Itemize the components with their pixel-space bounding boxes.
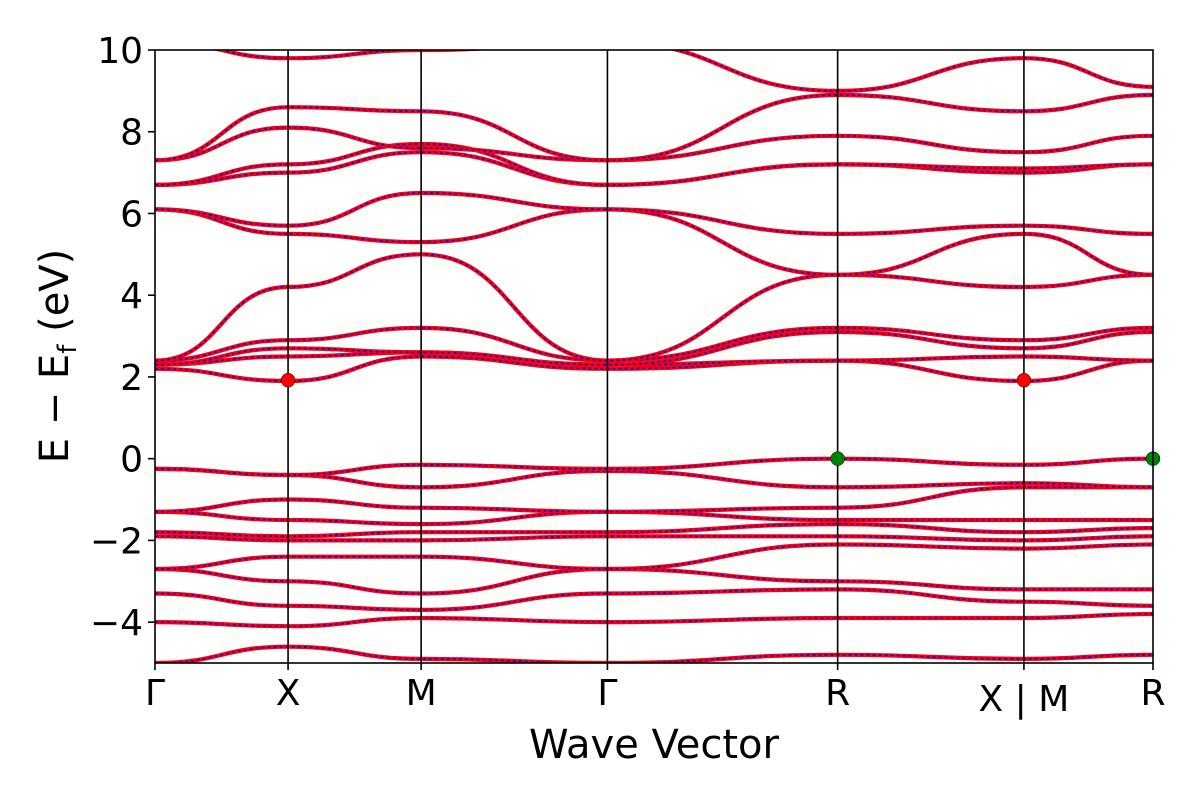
y-tick-label-6: −2 bbox=[90, 521, 143, 562]
band-line-dashed-6 bbox=[155, 523, 1153, 538]
y-axis-label-subscript: f bbox=[53, 344, 83, 354]
y-tick-label-4: 2 bbox=[120, 358, 143, 399]
x-tick-label-2: M bbox=[406, 673, 437, 714]
y-tick-label-3: 4 bbox=[120, 276, 143, 317]
band-edge-marker-1 bbox=[1016, 372, 1032, 388]
band-line-dashed-1 bbox=[155, 613, 1153, 628]
band-line-dashed-5 bbox=[155, 535, 1153, 542]
x-tick-label-0: Γ bbox=[145, 673, 165, 714]
y-axis-ticks: 10 8 6 4 2 0 −2 −4 bbox=[90, 31, 155, 644]
y-axis-label: E − Ef (eV) bbox=[32, 249, 83, 464]
x-tick-label-3: Γ bbox=[597, 673, 617, 714]
x-axis-label: Wave Vector bbox=[529, 722, 780, 768]
x-tick-label-1: X bbox=[276, 673, 301, 714]
y-tick-label-1: 8 bbox=[120, 113, 143, 154]
y-tick-label-0: 10 bbox=[97, 31, 143, 72]
band-line-dashed-10 bbox=[155, 457, 1153, 476]
markers-layer bbox=[280, 372, 1161, 466]
band-edge-marker-2 bbox=[830, 451, 845, 466]
band-edge-marker-0 bbox=[280, 372, 296, 388]
plot-frame bbox=[154, 49, 1154, 664]
kpoint-lines bbox=[287, 50, 1025, 663]
x-tick-label-6: R bbox=[1140, 673, 1165, 714]
y-tick-label-2: 6 bbox=[120, 194, 143, 235]
x-tick-label-4: R bbox=[825, 673, 850, 714]
x-axis-ticks: Γ X M Γ R X | M R bbox=[145, 663, 1166, 720]
y-tick-label-7: −4 bbox=[90, 603, 143, 644]
band-line-dashed-13 bbox=[155, 331, 1153, 366]
y-tick-label-5: 0 bbox=[120, 440, 143, 481]
x-tick-label-5: X | M bbox=[979, 679, 1070, 720]
band-line-dashed-9 bbox=[155, 468, 1153, 489]
